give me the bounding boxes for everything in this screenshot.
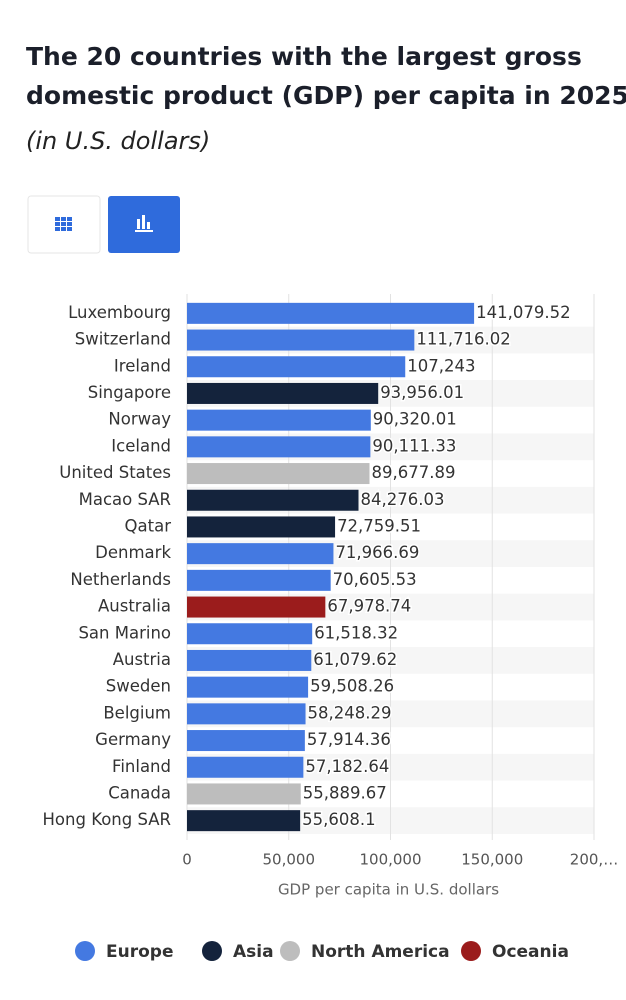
- x-tick-label: 50,000: [263, 851, 316, 869]
- value-label: 58,248.29: [308, 703, 392, 722]
- x-tick-label: 150,000: [461, 851, 523, 869]
- bar: [187, 436, 371, 458]
- value-label: 89,677.89: [371, 463, 455, 482]
- value-label: 57,182.64: [305, 757, 389, 776]
- value-label: 61,518.32: [314, 623, 398, 642]
- value-label: 141,079.52: [476, 303, 570, 322]
- table-view-button[interactable]: [27, 195, 101, 254]
- y-tick-label: Canada: [108, 783, 171, 802]
- x-tick-label: 0: [182, 851, 192, 869]
- bar: [187, 329, 415, 351]
- legend-label: Oceania: [492, 942, 569, 962]
- value-label: 93,956.01: [380, 383, 464, 402]
- bar: [187, 409, 371, 431]
- value-label: 71,966.69: [335, 543, 419, 562]
- y-tick-label: Australia: [98, 597, 171, 616]
- value-label: 107,243: [407, 356, 475, 375]
- legend-label: Europe: [106, 942, 173, 962]
- y-tick-label: Sweden: [106, 677, 171, 696]
- value-label: 90,111.33: [372, 436, 456, 455]
- bar: [187, 810, 301, 832]
- bar: [187, 356, 406, 378]
- y-tick-label: Iceland: [111, 436, 171, 455]
- bar: [187, 730, 305, 752]
- bar: [187, 516, 336, 538]
- chart-subtitle: (in U.S. dollars): [26, 127, 210, 155]
- bar: [187, 463, 370, 485]
- chart-view-button[interactable]: [108, 196, 180, 253]
- bar: [187, 569, 331, 591]
- y-tick-label: Belgium: [103, 703, 171, 722]
- y-tick-label: Ireland: [114, 356, 171, 375]
- x-tick-label: 100,000: [359, 851, 421, 869]
- y-tick-label: Denmark: [95, 543, 171, 562]
- legend-label: Asia: [233, 942, 274, 962]
- legend-marker: [280, 941, 300, 961]
- y-tick-label: Qatar: [125, 516, 172, 535]
- bar: [187, 623, 313, 645]
- bar: [187, 382, 379, 404]
- value-label: 61,079.62: [313, 650, 397, 669]
- value-label: 55,889.67: [303, 783, 387, 802]
- legend-marker: [75, 941, 95, 961]
- value-label: 67,978.74: [327, 597, 411, 616]
- chart-icon: [135, 215, 153, 232]
- bar: [187, 649, 312, 671]
- y-tick-label: Germany: [95, 730, 171, 749]
- y-tick-label: Netherlands: [70, 570, 171, 589]
- bar: [187, 596, 326, 618]
- value-label: 70,605.53: [333, 570, 417, 589]
- y-tick-label: Macao SAR: [79, 490, 171, 509]
- bar: [187, 703, 306, 725]
- x-tick-label: 200,…: [570, 851, 618, 869]
- bar: [187, 489, 359, 511]
- x-axis-label: GDP per capita in U.S. dollars: [278, 881, 499, 899]
- chart-title: domestic product (GDP) per capita in 202…: [26, 81, 626, 110]
- legend-marker: [202, 941, 222, 961]
- y-tick-label: Luxembourg: [68, 303, 171, 322]
- bar: [187, 543, 334, 565]
- y-tick-label: Austria: [113, 650, 171, 669]
- legend-label: North America: [311, 942, 450, 962]
- value-label: 59,508.26: [310, 677, 394, 696]
- y-tick-label: Hong Kong SAR: [43, 810, 171, 829]
- legend-marker: [461, 941, 481, 961]
- y-tick-label: Finland: [112, 757, 171, 776]
- value-label: 72,759.51: [337, 516, 421, 535]
- value-label: 55,608.1: [302, 810, 375, 829]
- bar: [187, 783, 301, 805]
- bar: [187, 756, 304, 778]
- chart-title: The 20 countries with the largest gross: [26, 42, 582, 71]
- y-tick-label: Switzerland: [75, 330, 171, 349]
- grid-icon: [55, 217, 72, 231]
- y-tick-label: Singapore: [88, 383, 171, 402]
- bar: [187, 302, 475, 324]
- value-label: 84,276.03: [361, 490, 445, 509]
- y-tick-label: San Marino: [78, 623, 171, 642]
- value-label: 111,716.02: [416, 330, 510, 349]
- y-tick-label: Norway: [108, 410, 171, 429]
- y-tick-label: United States: [59, 463, 171, 482]
- bar: [187, 676, 309, 698]
- value-label: 90,320.01: [373, 410, 457, 429]
- value-label: 57,914.36: [307, 730, 391, 749]
